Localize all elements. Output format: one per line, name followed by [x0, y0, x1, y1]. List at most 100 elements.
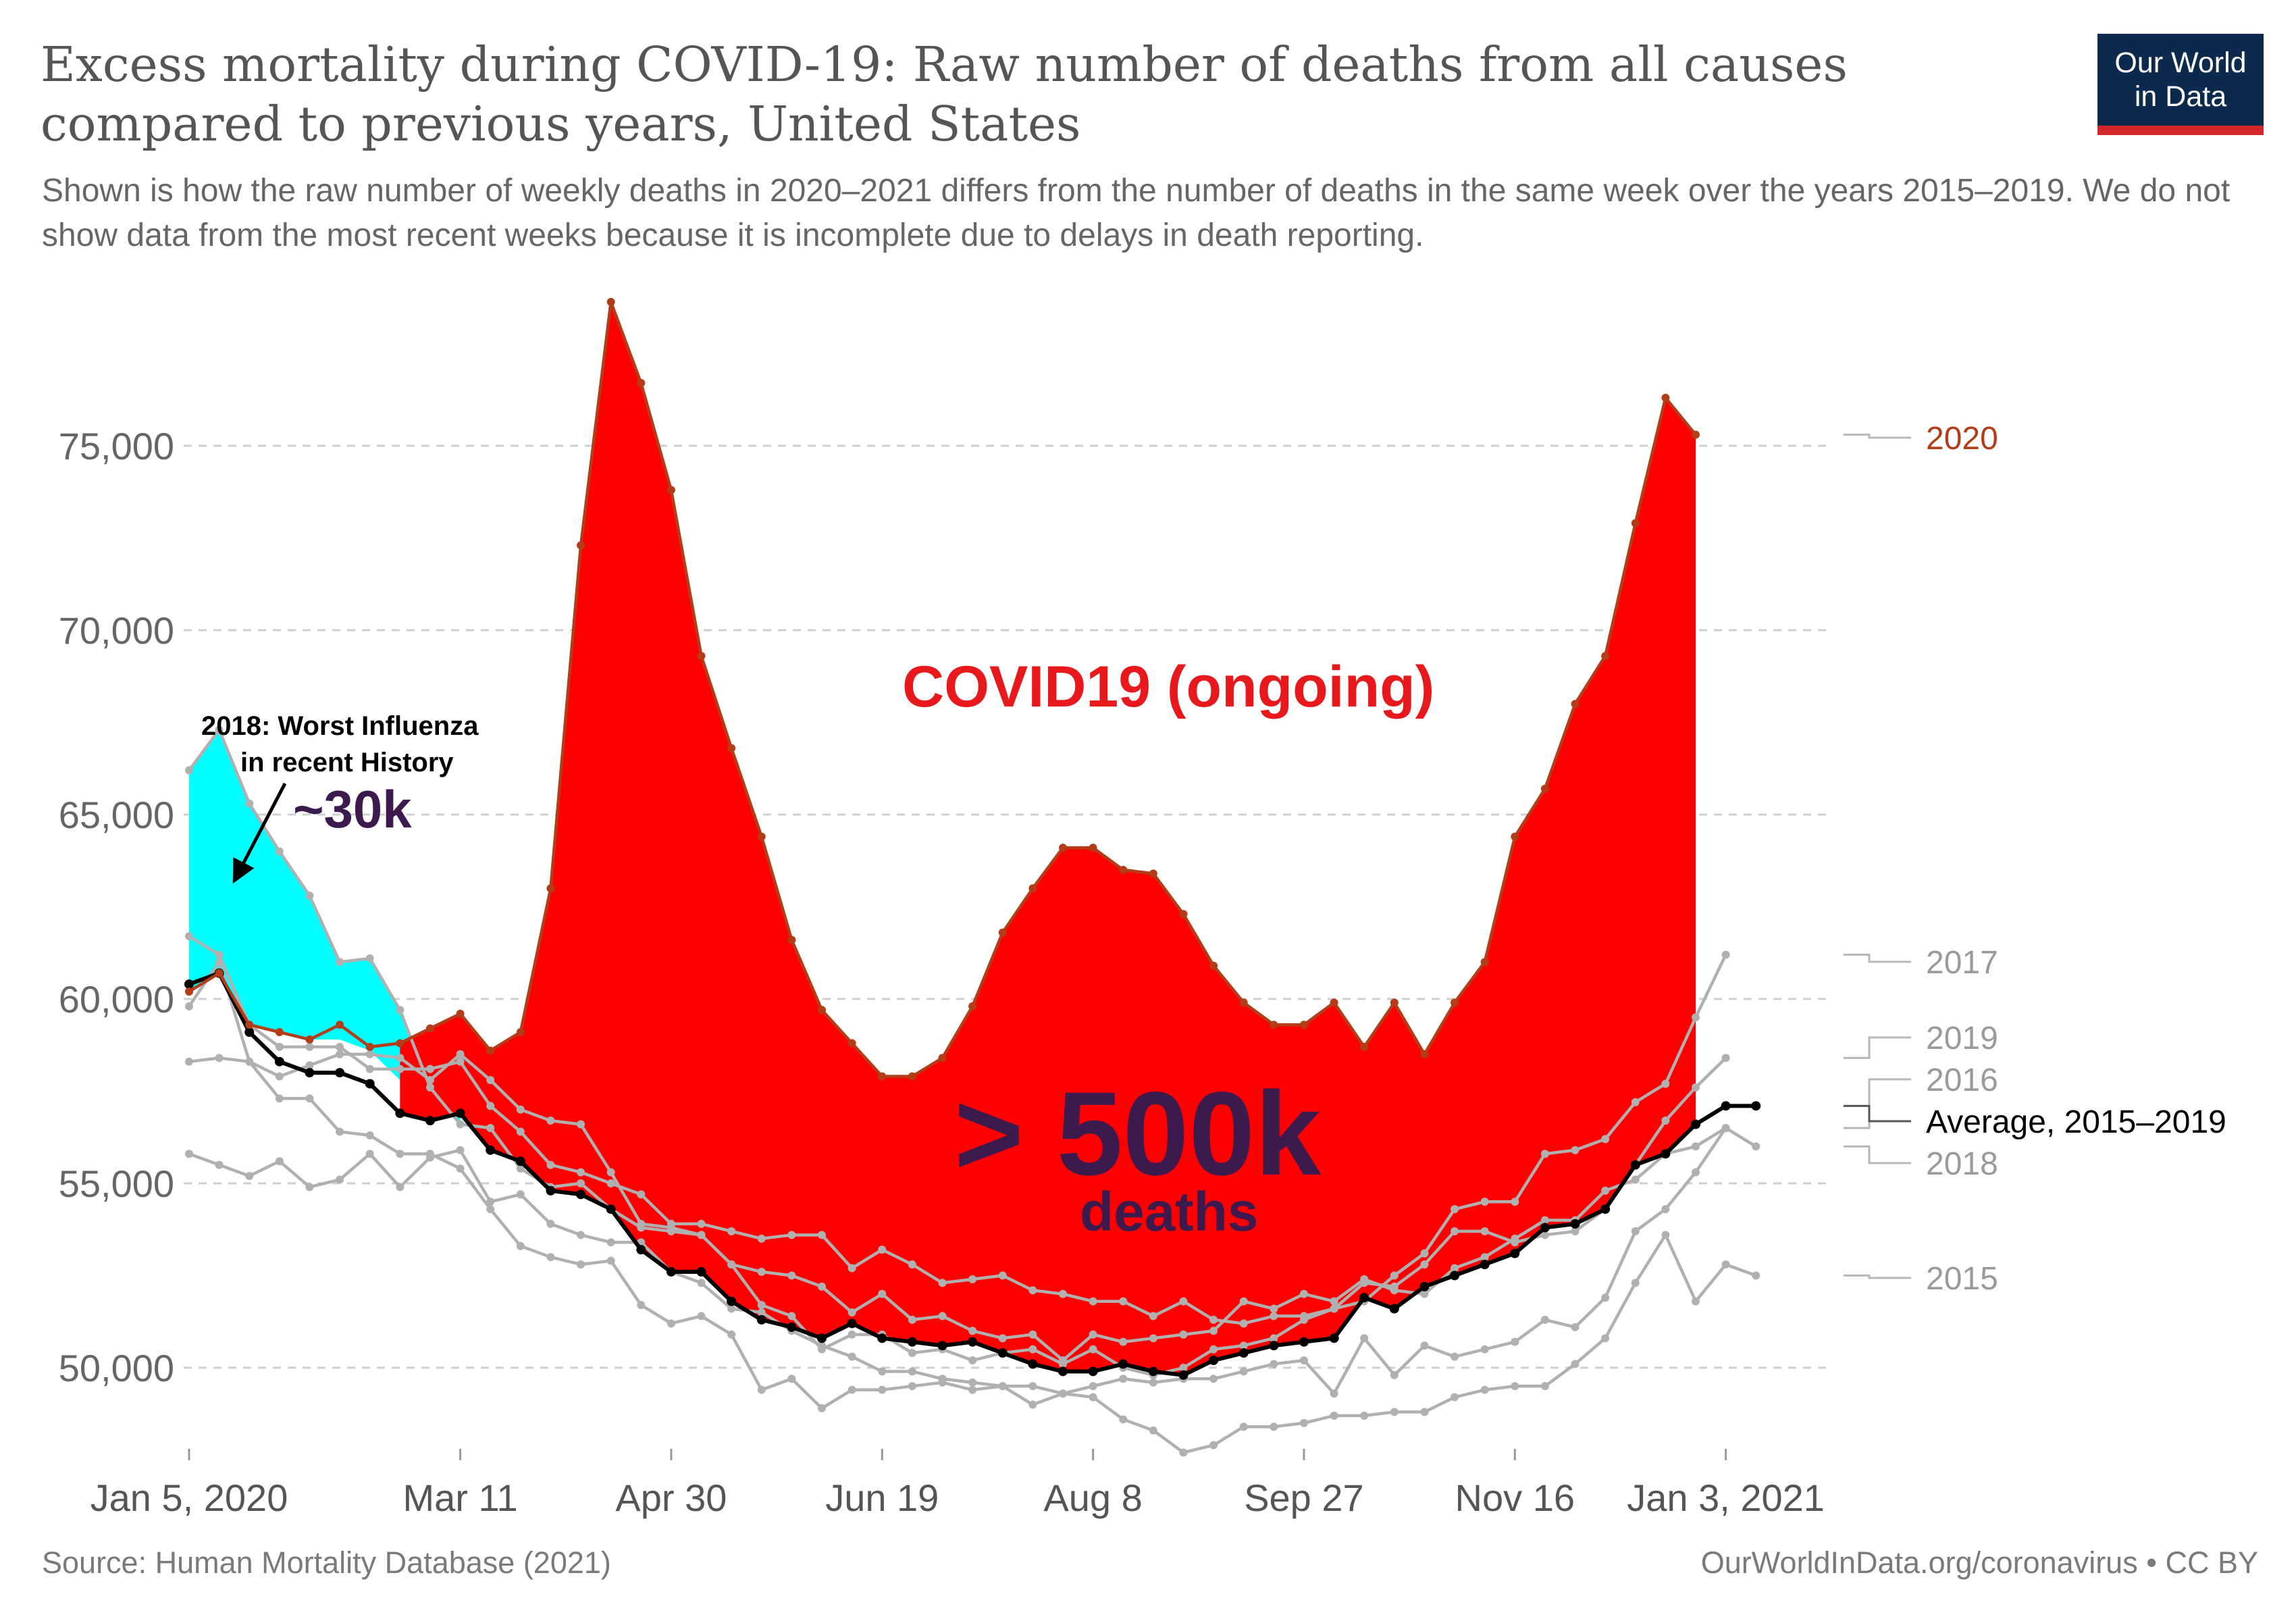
data-point [756, 1315, 766, 1325]
data-point [1631, 519, 1640, 528]
data-point [1631, 1098, 1640, 1106]
data-point [606, 1179, 615, 1187]
data-point [787, 1312, 796, 1320]
data-point [1058, 1389, 1067, 1398]
data-point [1209, 1316, 1218, 1324]
end-label: 2020 [1926, 421, 1998, 457]
data-point [1149, 1378, 1157, 1387]
data-point [938, 1054, 947, 1062]
axis-ticks: Jan 5, 2020 Mar 11 Apr 30 Jun 19 Aug 8 Sep 27… [90, 1449, 1825, 1519]
data-point [968, 1327, 977, 1335]
data-point [486, 1205, 495, 1214]
logo-text: Our World in Data [2097, 46, 2264, 113]
data-point [606, 1204, 616, 1214]
data-point [1451, 1393, 1459, 1401]
data-point [1209, 1441, 1218, 1449]
series-line [188, 960, 1727, 1410]
logo-line-2: in Data [2134, 80, 2227, 113]
data-point [1390, 1408, 1399, 1416]
data-point [968, 1378, 977, 1387]
data-point [1631, 1227, 1640, 1235]
end-label: 2016 [1926, 1062, 1998, 1098]
data-point [1721, 1054, 1730, 1062]
data-point [305, 1068, 315, 1078]
data-point [1420, 1341, 1429, 1350]
data-point [1630, 1160, 1640, 1170]
data-point [1390, 1370, 1399, 1379]
source-note: Source: Human Mortality Database (2021) [42, 1545, 611, 1580]
data-point [1299, 1418, 1308, 1427]
data-point [215, 725, 224, 734]
data-point [1751, 1101, 1761, 1111]
data-point [1661, 394, 1670, 403]
data-point [1511, 1382, 1519, 1391]
covid-annotation: COVID19 (ongoing) [902, 654, 1434, 719]
data-point [1149, 869, 1157, 878]
series-2020 [185, 298, 1700, 1081]
data-point [606, 298, 615, 307]
data-point [1601, 652, 1610, 661]
data-point [907, 1337, 917, 1347]
data-point [1299, 1356, 1308, 1365]
data-point [968, 1356, 977, 1365]
data-point [365, 954, 374, 962]
flu-annotation-title: 2018: Worst Influenza [201, 711, 479, 741]
data-point [697, 1220, 706, 1229]
data-point [1721, 1260, 1730, 1269]
data-point [1028, 1286, 1037, 1295]
data-point [1631, 1175, 1640, 1184]
data-point [818, 1404, 827, 1413]
data-point [1692, 1297, 1700, 1306]
data-point [968, 1275, 977, 1283]
data-point [697, 1231, 706, 1239]
data-point [847, 1264, 856, 1272]
data-point [456, 1009, 465, 1018]
end-label: 2017 [1926, 945, 1998, 981]
data-point [245, 1057, 254, 1066]
data-point [818, 1231, 827, 1239]
data-point [305, 892, 314, 900]
data-point [1089, 1297, 1097, 1306]
covid-excess-area [400, 302, 1696, 1375]
data-point [396, 1183, 405, 1191]
data-point [1692, 1083, 1700, 1092]
data-point [727, 1296, 737, 1306]
data-point [908, 1349, 916, 1358]
data-point [1028, 884, 1037, 893]
data-point [1571, 1322, 1580, 1331]
data-point [1721, 1101, 1731, 1111]
data-point [877, 1333, 887, 1343]
data-point [365, 1131, 374, 1140]
data-point [1601, 1293, 1610, 1302]
data-point [787, 1374, 796, 1383]
owid-logo[interactable]: Our World in Data [2097, 34, 2264, 135]
data-point [1601, 1135, 1610, 1143]
data-point [1270, 1021, 1278, 1029]
data-point [1088, 1366, 1098, 1376]
series-line [188, 1052, 1727, 1377]
data-point [365, 1050, 374, 1058]
data-point [847, 1318, 857, 1329]
data-point [908, 1260, 916, 1269]
data-point [1058, 1360, 1067, 1368]
data-point [998, 1334, 1007, 1343]
data-point [1389, 1304, 1399, 1314]
data-point [516, 1105, 525, 1114]
data-point [396, 1150, 405, 1158]
data-point [456, 1164, 465, 1173]
credit-link[interactable]: OurWorldInData.org/coronavirus • CC BY [1700, 1545, 2258, 1580]
data-point [1480, 1260, 1490, 1270]
data-point [1510, 1248, 1520, 1258]
data-point [1359, 1293, 1369, 1303]
data-point [637, 379, 646, 388]
data-point [365, 1042, 374, 1051]
x-tick-label: Aug 8 [1043, 1476, 1142, 1519]
data-point [274, 1056, 284, 1066]
data-point [1661, 1079, 1670, 1088]
data-point [878, 1385, 887, 1394]
data-point [818, 1345, 827, 1354]
end-label: Average, 2015–2019 [1926, 1104, 2226, 1140]
data-point [1661, 1116, 1670, 1125]
data-point [1299, 1337, 1309, 1347]
data-point [1058, 1366, 1068, 1376]
